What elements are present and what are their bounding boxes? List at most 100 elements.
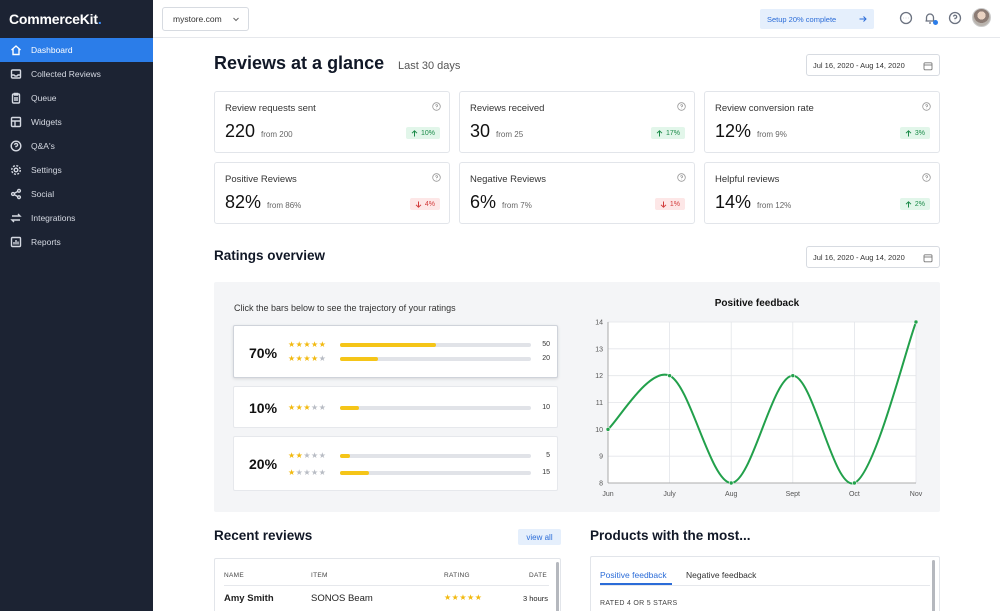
sidebar-item-integrations[interactable]: Integrations [0,206,153,230]
home-icon [10,44,22,56]
tab-positive-feedback[interactable]: Positive feedback [600,570,667,580]
y-tick-label: 12 [595,373,603,380]
rating-bar[interactable] [340,454,531,458]
rating-group[interactable]: 70% ★★★★★ 50 ★★★★★ 20 [233,325,558,378]
arrow-right-icon [859,16,867,22]
avatar[interactable] [972,8,991,27]
help-icon[interactable] [677,102,686,111]
recent-reviews-title: Recent reviews [214,528,313,543]
rating-bar[interactable] [340,343,531,347]
data-point[interactable] [913,319,919,325]
sidebar-item-collected-reviews[interactable]: Collected Reviews [0,62,153,86]
setup-progress-button[interactable]: Setup 20% complete [760,9,874,29]
help-icon[interactable] [432,102,441,111]
data-point[interactable] [605,427,611,432]
x-tick-label: Nov [910,491,923,498]
column-header-rating[interactable]: RATING [444,572,470,579]
help-icon[interactable] [677,173,686,182]
tab-negative-feedback[interactable]: Negative feedback [686,570,757,580]
data-point[interactable] [790,373,796,378]
sidebar-item-settings[interactable]: Settings [0,158,153,182]
sidebar-item-dashboard[interactable]: Dashboard [0,38,153,62]
stat-value: 30 [470,121,491,141]
rating-bar[interactable] [340,406,531,410]
sidebar-item-qas[interactable]: Q&A's [0,134,153,158]
arrow-up-icon [905,129,912,136]
sidebar-item-queue[interactable]: Queue [0,86,153,110]
change-badge: 1% [654,198,685,210]
stat-value-group: 6% from 7% [470,192,532,213]
rating-group[interactable]: 20% ★★★★★ 5 ★★★★★ 15 [233,436,558,491]
table-scrollbar[interactable] [556,562,559,611]
star-rating-icon: ★★★★★ [288,451,327,460]
date-range-value: Jul 16, 2020 - Aug 14, 2020 [813,60,905,70]
data-point[interactable] [852,480,857,486]
rating-row[interactable]: ★★★★★ 5 [288,451,550,461]
sidebar-nav: Dashboard Collected Reviews Queue Widget… [0,38,153,254]
rating-bar[interactable] [340,471,531,475]
stat-value: 6% [470,192,497,212]
rating-bar-fill [340,454,350,458]
data-point[interactable] [667,373,672,378]
store-select[interactable]: mystore.com [162,7,249,31]
rating-row[interactable]: ★★★★★ 15 [288,468,550,478]
widgets-icon [10,116,22,128]
sidebar-item-social[interactable]: Social [0,182,153,206]
rating-group-percent: 70% [249,345,278,361]
sidebar: CommerceKit. Dashboard Collected Reviews… [0,0,153,611]
stat-previous: from 12% [757,201,792,210]
ratings-date-range-picker[interactable]: Jul 16, 2020 - Aug 14, 2020 [806,246,940,268]
column-header-date[interactable]: DATE [529,572,548,579]
question-icon [10,140,22,152]
rating-row[interactable]: ★★★★★ 10 [288,403,550,413]
bell-icon[interactable] [923,11,938,25]
y-tick-label: 13 [595,346,603,353]
change-badge: 17% [650,127,685,139]
change-badge: 10% [405,127,440,139]
date-range-picker[interactable]: Jul 16, 2020 - Aug 14, 2020 [806,54,940,76]
tabs-divider [600,585,930,586]
products-scrollbar[interactable] [932,560,935,611]
help-icon[interactable] [948,11,962,25]
y-tick-label: 11 [596,400,603,407]
arrow-down-icon [415,201,422,208]
x-tick-label: July [663,491,676,498]
stat-previous: from 25 [496,130,524,139]
gear-icon [10,164,22,176]
review-item[interactable]: SONOS Beam [311,593,373,604]
rating-count: 50 [542,341,550,348]
column-header-item[interactable]: ITEM [311,572,328,579]
rating-count: 10 [542,404,550,411]
sidebar-item-widgets[interactable]: Widgets [0,110,153,134]
sidebar-item-label: Queue [31,93,57,103]
view-all-button[interactable]: view all [518,529,561,545]
clipboard-icon [10,92,22,104]
star-rating-icon: ★★★★★ [288,354,327,363]
arrow-down-icon [660,201,667,208]
change-value: 3% [914,129,925,137]
rating-bar-fill [340,406,360,410]
rating-bar[interactable] [340,357,531,361]
star-rating-icon: ★★★★★ [288,468,327,477]
stat-previous: from 86% [267,201,302,210]
stat-card: Review requests sent 220 from 200 10% [214,91,450,153]
review-name[interactable]: Amy Smith [224,593,274,604]
rating-group-percent: 20% [249,456,278,472]
help-icon[interactable] [922,102,931,111]
change-value: 4% [424,200,435,208]
sidebar-item-reports[interactable]: Reports [0,230,153,254]
rating-group[interactable]: 10% ★★★★★ 10 [233,386,558,428]
chat-icon[interactable] [899,11,913,25]
help-icon[interactable] [432,173,441,182]
column-header-name[interactable]: NAME [224,572,244,579]
help-icon[interactable] [922,173,931,182]
change-value: 1% [669,200,680,208]
app-logo[interactable]: CommerceKit. [0,0,153,38]
logo-dot: . [97,11,102,27]
stat-card: Negative Reviews 6% from 7% 1% [459,162,695,224]
data-point[interactable] [728,480,734,486]
date-range-value: Jul 16, 2020 - Aug 14, 2020 [813,252,905,262]
rating-row[interactable]: ★★★★★ 50 [288,340,550,350]
rating-row[interactable]: ★★★★★ 20 [288,354,550,364]
rating-count: 5 [546,452,550,459]
